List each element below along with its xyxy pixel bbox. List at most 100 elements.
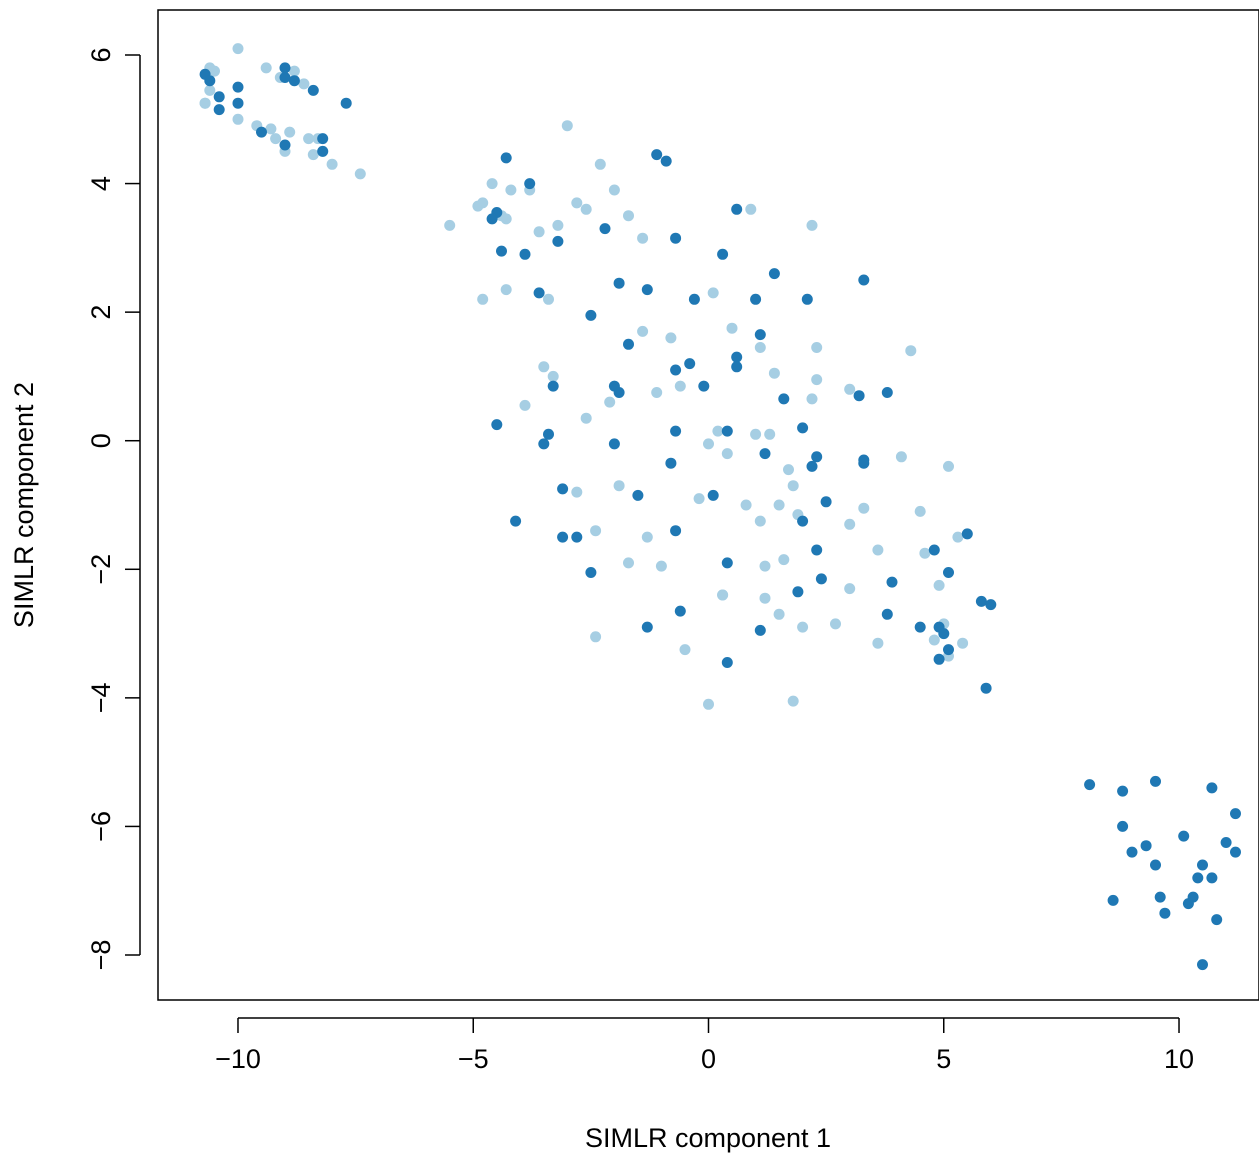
y-axis-label: SIMLR component 2 — [9, 382, 39, 628]
data-point — [754, 342, 766, 353]
data-point — [938, 628, 950, 640]
data-point — [1117, 785, 1129, 797]
data-point — [594, 158, 606, 170]
data-point — [232, 97, 244, 109]
data-point — [623, 557, 634, 569]
data-point — [260, 62, 272, 74]
data-point — [204, 84, 216, 96]
x-tick-label: 10 — [1164, 1044, 1194, 1074]
data-point — [670, 364, 682, 376]
data-point — [670, 232, 682, 244]
data-point — [811, 544, 823, 556]
points-layer — [199, 43, 1241, 971]
data-point — [905, 345, 917, 357]
data-point — [651, 387, 663, 398]
data-point — [213, 91, 225, 103]
data-point — [571, 197, 583, 209]
data-point — [1150, 859, 1161, 871]
data-point — [698, 380, 710, 392]
data-point — [943, 460, 954, 472]
data-point — [1206, 872, 1218, 884]
data-point — [552, 219, 564, 231]
data-point — [919, 547, 931, 559]
data-point — [750, 293, 762, 305]
data-point — [778, 554, 790, 566]
data-point — [1197, 859, 1208, 871]
data-point — [519, 248, 531, 260]
data-point — [844, 518, 856, 530]
data-point — [952, 531, 964, 543]
data-point — [792, 586, 804, 598]
data-point — [858, 502, 870, 514]
data-point — [486, 213, 498, 225]
data-point — [759, 560, 771, 572]
data-point — [764, 428, 776, 440]
data-point — [797, 422, 809, 434]
data-point — [547, 370, 559, 382]
data-point — [641, 284, 653, 296]
data-point — [491, 419, 503, 431]
data-point — [957, 637, 969, 649]
x-tick-label: 5 — [936, 1044, 951, 1074]
data-point — [232, 81, 244, 93]
data-point — [209, 65, 220, 77]
y-tick-label: −6 — [86, 811, 116, 842]
data-point — [590, 631, 602, 643]
data-point — [1159, 907, 1171, 919]
data-point — [590, 525, 602, 537]
data-point — [641, 621, 653, 633]
y-tick-label: 0 — [86, 433, 116, 448]
data-point — [472, 200, 484, 212]
data-point — [754, 329, 766, 341]
data-point — [768, 367, 780, 379]
data-point — [787, 695, 799, 707]
data-point — [943, 567, 954, 578]
data-point — [1230, 808, 1241, 820]
data-point — [985, 599, 997, 611]
data-point — [1230, 846, 1241, 858]
data-point — [830, 618, 841, 630]
data-point — [754, 515, 766, 527]
data-point — [703, 438, 714, 450]
data-point — [688, 293, 700, 305]
data-point — [279, 62, 291, 74]
y-axis: −8 −6 −4 −2 0 2 4 6 — [86, 47, 141, 970]
data-point — [533, 287, 545, 299]
data-point — [961, 528, 973, 540]
data-point — [288, 75, 300, 87]
data-point — [660, 155, 672, 167]
data-point — [712, 425, 724, 437]
data-point — [279, 139, 291, 151]
x-tick-label: 0 — [701, 1044, 716, 1074]
data-point — [726, 322, 738, 334]
data-point — [745, 203, 757, 215]
data-point — [500, 213, 512, 225]
data-point — [561, 120, 573, 132]
data-point — [232, 43, 244, 55]
data-point — [768, 268, 780, 280]
data-point — [1150, 775, 1161, 787]
data-point — [844, 583, 856, 595]
data-point — [623, 338, 634, 350]
data-point — [797, 621, 809, 633]
x-axis-label: SIMLR component 1 — [585, 1123, 831, 1153]
data-point — [538, 438, 550, 450]
x-tick-label: −5 — [458, 1044, 489, 1074]
data-point — [284, 126, 296, 138]
data-point — [670, 525, 682, 537]
data-point — [571, 486, 583, 498]
x-axis: −10 −5 0 5 10 — [215, 1017, 1194, 1074]
data-point — [580, 412, 592, 424]
data-point — [232, 113, 244, 125]
data-point — [580, 203, 592, 215]
data-point — [731, 203, 743, 215]
data-point — [665, 457, 677, 469]
y-tick-label: −4 — [86, 682, 116, 713]
data-point — [707, 287, 719, 299]
data-point — [608, 184, 620, 196]
data-point — [1182, 898, 1194, 910]
data-point — [547, 380, 559, 392]
data-point — [637, 232, 649, 244]
data-point — [199, 97, 211, 109]
